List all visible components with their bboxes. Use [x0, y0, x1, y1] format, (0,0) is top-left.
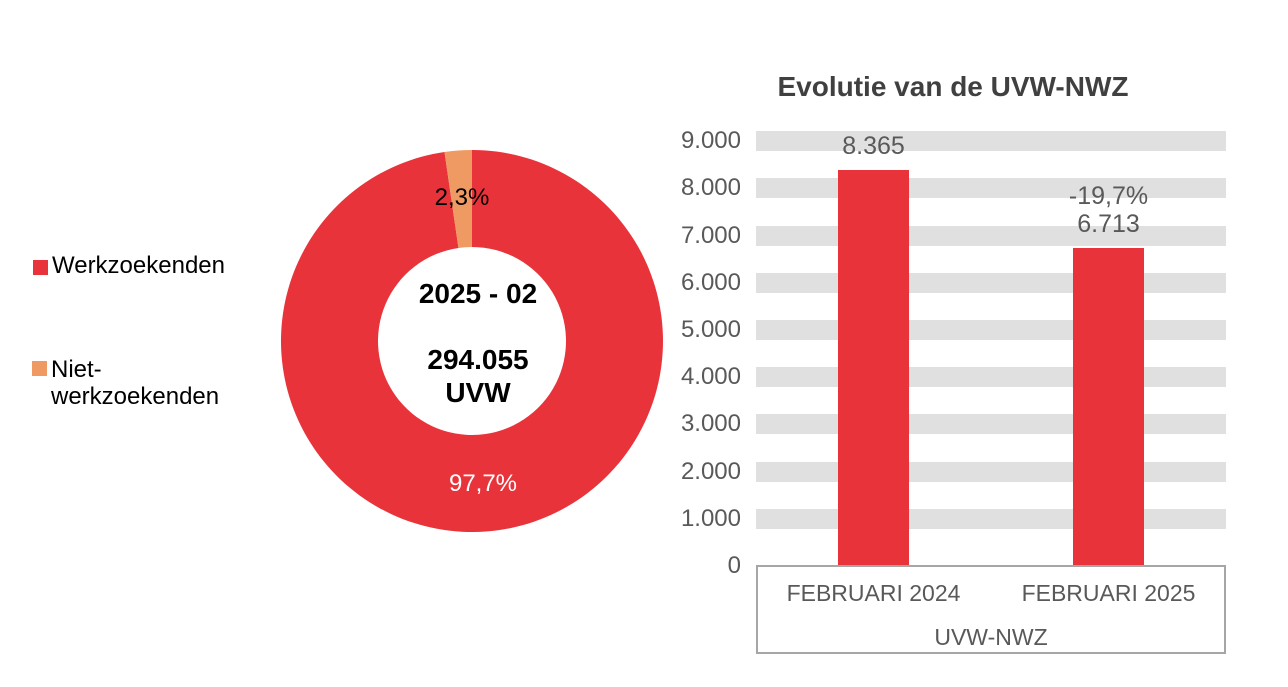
donut-center-label: 2025 - 02 294.055 UVW	[418, 278, 538, 408]
y-tick-label-1.000: 1.000	[680, 504, 741, 532]
y-tick-label-2.000: 2.000	[680, 457, 741, 485]
gridline-band-6.000	[756, 272, 1226, 293]
donut-slice-label-werkzoekenden: 97,7%	[448, 470, 518, 497]
x-axis-title: UVW-NWZ	[934, 624, 1048, 650]
gridline-band-3.000	[756, 414, 1226, 435]
bar-value-label-FEBRUARI 2025: -19,7% 6.713	[1068, 182, 1149, 239]
donut-slice-1	[444, 150, 472, 248]
y-tick-label-6.000: 6.000	[680, 268, 741, 296]
bar-FEBRUARI 2025	[1073, 248, 1144, 565]
legend-label-niet-werkzoekenden: Niet- werkzoekenden	[51, 356, 220, 410]
gridline-band-9.000	[756, 131, 1226, 152]
y-tick-label-8.000: 8.000	[680, 174, 741, 202]
y-tick-label-3.000: 3.000	[680, 410, 741, 438]
category-axis-box	[756, 565, 1226, 654]
gridline-band-5.000	[756, 320, 1226, 340]
legend-swatch-niet-werkzoekenden	[32, 361, 47, 376]
donut-slice-0	[280, 150, 663, 532]
donut-chart	[280, 150, 663, 532]
y-tick-label-0: 0	[727, 552, 741, 579]
y-tick-label-9.000: 9.000	[680, 127, 741, 155]
y-tick-label-5.000: 5.000	[680, 316, 741, 343]
donut-slice-label-niet-werkzoekenden: 2,3%	[434, 184, 490, 211]
y-tick-label-4.000: 4.000	[680, 363, 741, 391]
gridline-band-2.000	[756, 461, 1226, 482]
y-tick-label-7.000: 7.000	[680, 221, 741, 249]
bar-value-label-FEBRUARI 2024: 8.365	[842, 132, 905, 161]
gridline-band-4.000	[756, 367, 1226, 388]
category-label-FEBRUARI 2024: FEBRUARI 2024	[786, 580, 961, 606]
gridline-band-1.000	[756, 508, 1226, 529]
legend-label-werkzoekenden: Werkzoekenden	[52, 252, 225, 279]
bar-chart-title: Evolutie van de UVW-NWZ	[777, 71, 1129, 102]
bar-FEBRUARI 2024	[838, 170, 909, 565]
legend-swatch-werkzoekenden	[33, 260, 48, 275]
category-label-FEBRUARI 2025: FEBRUARI 2025	[1021, 580, 1196, 606]
